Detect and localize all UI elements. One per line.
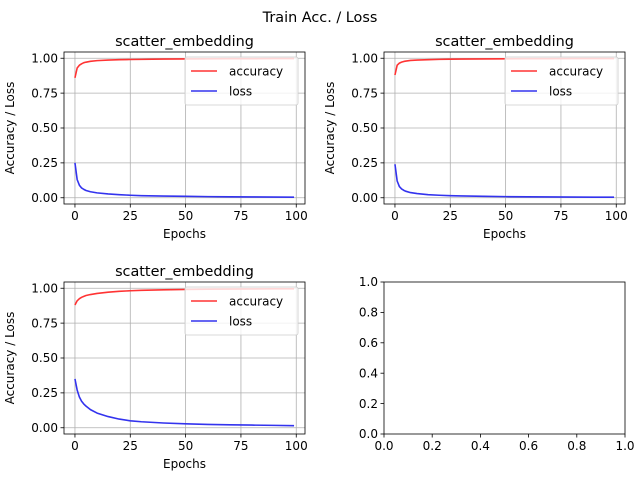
chart-3-legend: accuracy loss	[184, 286, 299, 336]
chart-3-legend-label-accuracy: accuracy	[229, 295, 283, 309]
chart-3-title: scatter_embedding	[115, 264, 254, 280]
chart-1-legend-label-loss: loss	[229, 85, 252, 99]
chart-2-series-loss	[394, 164, 615, 198]
chart-3-xtick-label-2: 50	[178, 439, 193, 453]
chart-2-ytick-label-3: 0.75	[351, 86, 378, 100]
chart-1-xtick-label-3: 75	[233, 209, 248, 223]
chart-3-xtick-label-3: 75	[233, 439, 248, 453]
chart-1-xtick-label-0: 0	[71, 209, 79, 223]
chart-4-xtick-label-0: 0.0	[374, 439, 393, 453]
chart-4-xtick-label-2: 0.4	[471, 439, 490, 453]
chart-4-xtick-label-5: 1.0	[615, 439, 634, 453]
chart-1-xtick-label-4: 100	[285, 209, 308, 223]
chart-1-legend-box	[184, 56, 299, 106]
chart-3-legend-box	[184, 286, 299, 336]
chart-3: 0 25 50 75 100 0.00 0.25 0.50 0.75 1.00 scatter_em…	[3, 264, 308, 471]
chart-2-ylabel: Accuracy / Loss	[323, 82, 337, 175]
chart-2-ytick-label-4: 1.00	[351, 51, 378, 65]
chart-2-xtick-label-4: 100	[605, 209, 628, 223]
subplots: 0 25 50 75 1000.000.250.500.751.00scatter_em…	[3, 34, 635, 471]
chart-3-xlabel: Epochs	[163, 457, 206, 471]
chart-4: 0.0 0.2 0.4 0.6 0.8 1.0 0.0 0.2 0.4 0.6 0.8 1.0	[359, 275, 635, 453]
figure-suptitle: Train Acc. / Loss	[262, 10, 378, 26]
chart-4-ytick-label-0: 0.0	[359, 427, 378, 441]
chart-2-title: scatter_embedding	[435, 34, 574, 50]
chart-3-ytick-label-2: 0.50	[31, 351, 58, 365]
chart-1-ytick-label-4: 1.00	[31, 51, 58, 65]
chart-2-legend-label-accuracy: accuracy	[549, 65, 603, 79]
chart-3-legend-label-loss: loss	[229, 315, 252, 329]
chart-2-legend: accuracy loss	[504, 56, 619, 106]
chart-3-ylabel: Accuracy / Loss	[3, 312, 17, 405]
chart-3-xtick-label-4: 100	[285, 439, 308, 453]
chart-1-series-loss	[74, 162, 295, 198]
chart-3-series-loss	[74, 378, 295, 427]
chart-1-xtick-label-2: 50	[178, 209, 193, 223]
chart-2-xtick-label-1: 25	[443, 209, 458, 223]
chart-4-xtick-label-4: 0.8	[567, 439, 586, 453]
chart-1-xlabel: Epochs	[163, 227, 206, 241]
chart-1-ylabel: Accuracy / Loss	[3, 82, 17, 175]
chart-2-xtick-label-0: 0	[391, 209, 399, 223]
chart-4-ytick-label-2: 0.4	[359, 366, 378, 380]
chart-4-xtick-label-1: 0.2	[423, 439, 442, 453]
chart-2-xtick-label-2: 50	[498, 209, 513, 223]
chart-1-ytick-label-3: 0.75	[31, 86, 58, 100]
chart-4-ytick-label-1: 0.2	[359, 397, 378, 411]
chart-1-ytick-label-0: 0.00	[31, 191, 58, 205]
chart-1-legend-label-accuracy: accuracy	[229, 65, 283, 79]
chart-1: 0 25 50 75 100 0.00 0.25 0.50 0.75 1.00 scatter_em…	[3, 34, 308, 241]
chart-4-ytick-label-4: 0.8	[359, 306, 378, 320]
chart-2-xtick-label-3: 75	[553, 209, 568, 223]
chart-2-legend-label-loss: loss	[549, 85, 572, 99]
chart-4-axes-frame	[383, 281, 626, 435]
chart-1-ytick-label-1: 0.25	[31, 156, 58, 170]
chart-3-ytick-label-1: 0.25	[31, 386, 58, 400]
chart-3-ytick-label-4: 1.00	[31, 281, 58, 295]
chart-4-ytick-label-3: 0.6	[359, 336, 378, 350]
chart-2-xlabel: Epochs	[483, 227, 526, 241]
chart-2-ytick-label-0: 0.00	[351, 191, 378, 205]
chart-2-ytick-label-2: 0.50	[351, 121, 378, 135]
chart-3-xtick-label-0: 0	[71, 439, 79, 453]
chart-3-ytick-label-3: 0.75	[31, 316, 58, 330]
chart-2: 0 25 50 75 100 0.00 0.25 0.50 0.75 1.00 scatter_em…	[323, 34, 628, 241]
chart-1-legend: accuracy loss	[184, 56, 299, 106]
chart-2-ytick-label-1: 0.25	[351, 156, 378, 170]
chart-1-xtick-label-1: 25	[123, 209, 138, 223]
chart-1-ytick-label-2: 0.50	[31, 121, 58, 135]
chart-3-xtick-label-1: 25	[123, 439, 138, 453]
chart-4-xtick-label-3: 0.6	[519, 439, 538, 453]
chart-1-title: scatter_embedding	[115, 34, 254, 50]
chart-2-legend-box	[504, 56, 619, 106]
chart-4-ytick-label-5: 1.0	[359, 275, 378, 289]
chart-3-ytick-label-0: 0.00	[31, 421, 58, 435]
